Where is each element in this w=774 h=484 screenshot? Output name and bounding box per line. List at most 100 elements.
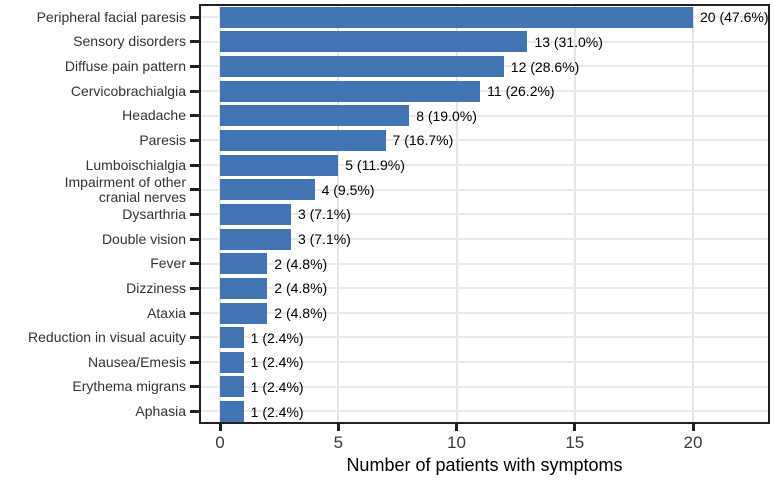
bar xyxy=(220,31,528,53)
table-row: Peripheral facial paresis 20 (47.6%) xyxy=(0,5,774,30)
category-label: Nausea/Emesis xyxy=(87,353,186,370)
bar-value-label: 11 (26.2%) xyxy=(487,83,555,100)
bar xyxy=(220,6,693,28)
horizontal-gridline xyxy=(201,139,768,142)
y-tick-mark xyxy=(190,385,199,389)
table-row: Paresis 7 (16.7%) xyxy=(0,128,774,153)
category-label: Headache xyxy=(122,107,186,124)
horizontal-gridline xyxy=(201,114,768,117)
horizontal-gridline xyxy=(201,361,768,364)
bar-value-label: 3 (7.1%) xyxy=(297,206,351,223)
y-tick-mark xyxy=(190,188,199,192)
y-tick-mark xyxy=(190,40,199,44)
bar-value-label: 2 (4.8%) xyxy=(274,305,328,321)
bar-value-label: 1 (2.4%) xyxy=(250,403,304,420)
category-label: Double vision xyxy=(101,230,186,247)
bar xyxy=(220,80,481,102)
bar xyxy=(220,376,244,398)
horizontal-gridline xyxy=(201,237,768,240)
table-row: Fever 2 (4.8%) xyxy=(0,251,774,276)
y-tick-mark xyxy=(190,286,199,290)
y-tick-mark xyxy=(190,138,199,142)
horizontal-gridline xyxy=(201,163,768,166)
y-tick-mark xyxy=(190,410,199,414)
table-row: Dysarthria 3 (7.1%) xyxy=(0,202,774,227)
category-label: Lumboischialgia xyxy=(85,156,186,173)
bar xyxy=(220,56,504,77)
horizontal-gridline xyxy=(201,262,768,265)
bar xyxy=(220,327,244,349)
table-row: Cervicobrachialgia 11 (26.2%) xyxy=(0,79,774,104)
x-tick-label: 15 xyxy=(565,433,585,452)
bar-value-label: 7 (16.7%) xyxy=(392,132,454,149)
category-label: Sensory disorders xyxy=(73,33,186,50)
bar xyxy=(220,129,386,151)
bar-value-label: 20 (47.6%) xyxy=(700,9,769,26)
table-row: Nausea/Emesis 1 (2.4%) xyxy=(0,350,774,375)
bar-value-label: 4 (9.5%) xyxy=(321,181,375,198)
bar-value-label: 13 (31.0%) xyxy=(534,33,603,50)
table-row: Headache 8 (19.0%) xyxy=(0,103,774,128)
table-row: Double vision 3 (7.1%) xyxy=(0,227,774,252)
table-row: Diffuse pain pattern 12 (28.6%) xyxy=(0,54,774,79)
category-label: Paresis xyxy=(139,131,186,148)
bar xyxy=(220,179,315,201)
horizontal-gridline xyxy=(201,188,768,191)
x-tick-mark xyxy=(218,424,222,431)
category-label: Cervicobrachialgia xyxy=(70,82,186,99)
bar-value-label: 2 (4.8%) xyxy=(274,280,328,297)
table-row: Sensory disorders 13 (31.0%) xyxy=(0,29,774,54)
category-label: Dizziness xyxy=(126,279,186,296)
category-label: Diffuse pain pattern xyxy=(64,58,186,74)
bar-value-label: 1 (2.4%) xyxy=(250,354,304,371)
horizontal-gridline xyxy=(201,287,768,290)
bar xyxy=(220,228,291,250)
category-label: Dysarthria xyxy=(122,205,186,222)
category-label: Erythema migrans xyxy=(72,378,186,395)
x-tick-mark xyxy=(691,424,695,431)
x-tick-mark xyxy=(573,424,577,431)
bar xyxy=(220,105,410,127)
horizontal-gridline xyxy=(201,89,768,92)
category-label: Peripheral facial paresis xyxy=(36,8,186,25)
horizontal-gridline xyxy=(201,213,768,216)
y-tick-mark xyxy=(190,114,199,118)
table-row: Lumboischialgia 5 (11.9%) xyxy=(0,153,774,178)
bar xyxy=(220,277,268,299)
table-row: Erythema migrans 1 (2.4%) xyxy=(0,374,774,399)
table-row: Impairment of other cranial nerves 4 (9.5… xyxy=(0,173,774,205)
y-tick-mark xyxy=(190,212,199,216)
bar-value-label: 1 (2.4%) xyxy=(250,329,304,346)
y-tick-mark xyxy=(190,360,199,364)
x-tick-label: 0 xyxy=(215,433,225,452)
x-tick-label: 20 xyxy=(683,433,703,452)
category-label: Reduction in visual acuity xyxy=(28,329,186,346)
bar-value-label: 8 (19.0%) xyxy=(416,107,477,124)
y-tick-mark xyxy=(190,65,199,68)
y-tick-mark xyxy=(190,163,199,167)
category-label: Fever xyxy=(150,255,186,272)
bar xyxy=(220,154,339,176)
category-label: Ataxia xyxy=(147,304,186,321)
bar xyxy=(220,351,244,373)
category-label: Impairment of other cranial nerves xyxy=(64,173,186,205)
x-axis-title: Number of patients with symptoms xyxy=(346,455,623,475)
bar xyxy=(220,401,244,423)
bar xyxy=(220,203,291,225)
y-tick-mark xyxy=(190,15,199,19)
horizontal-gridline xyxy=(201,336,768,339)
horizontal-gridline xyxy=(201,311,768,314)
x-tick-label: 10 xyxy=(447,433,466,452)
y-tick-mark xyxy=(190,237,199,241)
x-tick-mark xyxy=(336,424,340,431)
table-row: Aphasia 1 (2.4%) xyxy=(0,399,774,424)
bar-value-label: 5 (11.9%) xyxy=(345,157,405,174)
category-label: Aphasia xyxy=(135,403,186,420)
bar-value-label: 3 (7.1%) xyxy=(297,231,351,248)
bar xyxy=(220,302,268,324)
bar xyxy=(220,253,268,275)
y-tick-mark xyxy=(190,311,199,315)
table-row: Dizziness 2 (4.8%) xyxy=(0,276,774,301)
bar-value-label: 12 (28.6%) xyxy=(510,58,580,75)
